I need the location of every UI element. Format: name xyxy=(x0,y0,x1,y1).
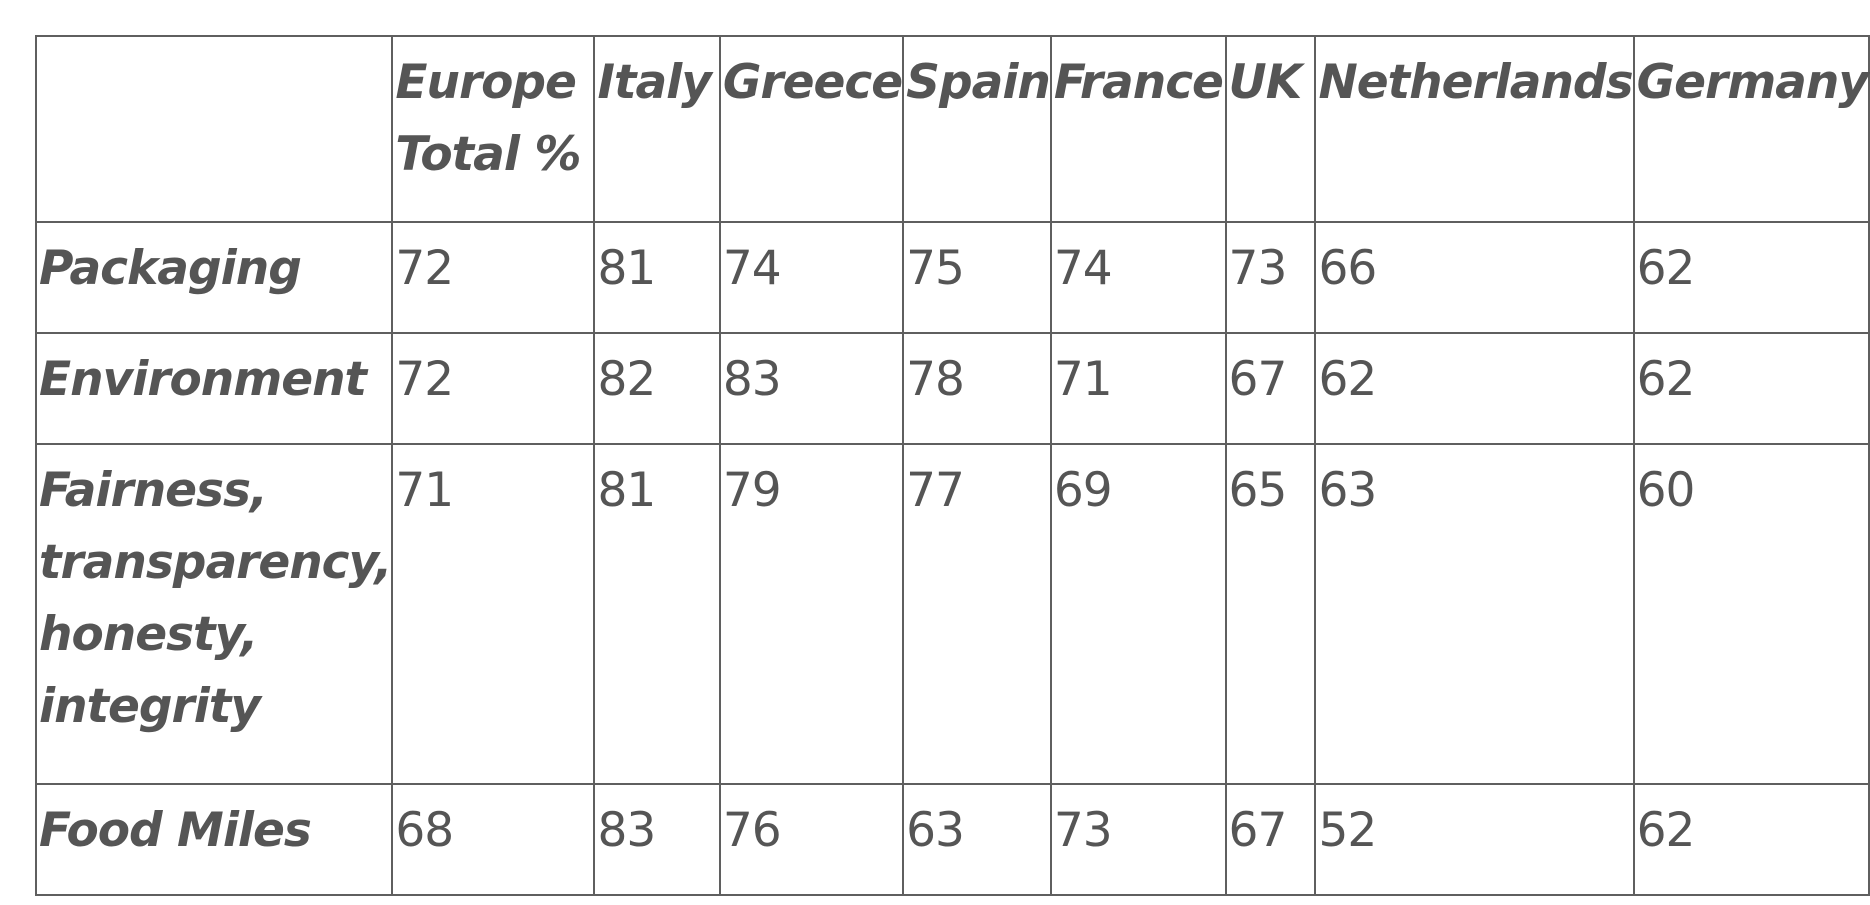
cell-environment-netherlands: 62 xyxy=(1314,332,1635,445)
column-header-france: France xyxy=(1049,35,1227,223)
cell-packaging-germany: 62 xyxy=(1632,221,1870,334)
cell-food-spain: 63 xyxy=(902,783,1052,896)
cell-environment-greece: 83 xyxy=(718,332,905,445)
row-label-fairness-line-4: integrity xyxy=(39,679,261,734)
cell-packaging-uk: 73 xyxy=(1224,221,1317,334)
cell-packaging-europe: 72 xyxy=(391,221,596,334)
table-row-packaging: Packaging 72 81 74 75 74 73 66 62 xyxy=(34,221,1870,334)
cell-packaging-france: 74 xyxy=(1049,221,1227,334)
cell-fairness-france: 69 xyxy=(1049,443,1227,785)
cell-food-germany: 62 xyxy=(1632,783,1870,896)
cell-food-france: 73 xyxy=(1049,783,1227,896)
cell-fairness-germany: 60 xyxy=(1632,443,1870,785)
column-header-spain: Spain xyxy=(902,35,1052,223)
column-header-europe-line-1: Europe xyxy=(395,55,577,110)
cell-fairness-italy: 81 xyxy=(593,443,721,785)
column-header-europe-total: Europe Total % xyxy=(391,35,596,223)
cell-food-netherlands: 52 xyxy=(1314,783,1635,896)
table-row-fairness: Fairness, transparency, honesty, integri… xyxy=(34,443,1870,785)
cell-packaging-greece: 74 xyxy=(718,221,905,334)
cell-fairness-spain: 77 xyxy=(902,443,1052,785)
row-label-fairness: Fairness, transparency, honesty, integri… xyxy=(34,443,394,785)
cell-environment-spain: 78 xyxy=(902,332,1052,445)
column-header-germany: Germany xyxy=(1632,35,1870,223)
table-row-environment: Environment 72 82 83 78 71 67 62 62 xyxy=(34,332,1870,445)
row-label-fairness-line-3: honesty, xyxy=(39,607,258,662)
table-row-food-miles: Food Miles 68 83 76 63 73 67 52 62 xyxy=(34,783,1870,896)
cell-food-europe: 68 xyxy=(391,783,596,896)
cell-packaging-netherlands: 66 xyxy=(1314,221,1635,334)
cell-environment-europe: 72 xyxy=(391,332,596,445)
row-label-packaging: Packaging xyxy=(34,221,394,334)
cell-packaging-spain: 75 xyxy=(902,221,1052,334)
column-header-italy: Italy xyxy=(593,35,721,223)
cell-environment-italy: 82 xyxy=(593,332,721,445)
cell-environment-germany: 62 xyxy=(1632,332,1870,445)
cell-food-italy: 83 xyxy=(593,783,721,896)
row-label-food-miles: Food Miles xyxy=(34,783,394,896)
column-header-greece: Greece xyxy=(718,35,905,223)
column-header-uk: UK xyxy=(1224,35,1317,223)
cell-fairness-netherlands: 63 xyxy=(1314,443,1635,785)
column-header-europe-line-2: Total % xyxy=(395,127,581,182)
data-table: Europe Total % Italy Greece Spain France… xyxy=(34,35,1870,896)
row-label-fairness-line-2: transparency, xyxy=(39,535,392,590)
cell-environment-france: 71 xyxy=(1049,332,1227,445)
header-corner xyxy=(34,35,394,223)
cell-fairness-greece: 79 xyxy=(718,443,905,785)
header-row: Europe Total % Italy Greece Spain France… xyxy=(34,35,1870,223)
cell-food-uk: 67 xyxy=(1224,783,1317,896)
row-label-fairness-line-1: Fairness, xyxy=(39,463,268,518)
cell-environment-uk: 67 xyxy=(1224,332,1317,445)
cell-food-greece: 76 xyxy=(718,783,905,896)
column-header-netherlands: Netherlands xyxy=(1314,35,1635,223)
row-label-environment: Environment xyxy=(34,332,394,445)
cell-fairness-uk: 65 xyxy=(1224,443,1317,785)
cell-packaging-italy: 81 xyxy=(593,221,721,334)
cell-fairness-europe: 71 xyxy=(391,443,596,785)
